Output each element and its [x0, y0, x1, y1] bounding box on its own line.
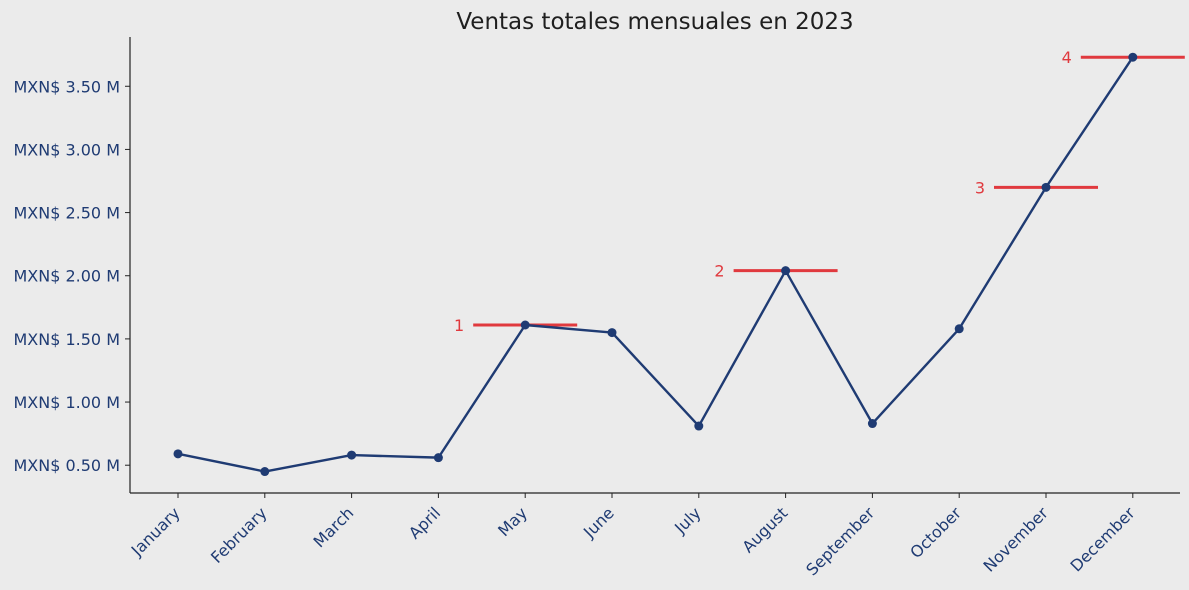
y-axis-ticks: MXN$ 0.50 M MXN$ 1.00 M MXN$ 1.50 M MXN$ 2.…	[13, 77, 130, 475]
series-line	[177, 56, 1134, 473]
x-tick-label: May	[494, 503, 531, 540]
data-point	[1128, 52, 1138, 62]
x-tick-label: December	[1067, 503, 1139, 575]
y-tick-label: MXN$ 3.00 M	[13, 140, 120, 159]
data-point	[781, 266, 791, 276]
data-point	[433, 453, 443, 463]
x-tick-label: July	[670, 503, 704, 537]
annotation-label: 2	[714, 262, 724, 281]
y-tick-label: MXN$ 2.50 M	[13, 204, 120, 223]
data-point	[173, 449, 183, 459]
x-tick-label: June	[579, 503, 618, 542]
x-tick-label: October	[906, 503, 965, 562]
data-point	[1041, 182, 1051, 192]
x-tick-label: August	[738, 503, 791, 556]
x-tick-label: January	[127, 503, 184, 560]
y-tick-label: MXN$ 1.50 M	[13, 330, 120, 349]
y-tick-label: MXN$ 1.00 M	[13, 393, 120, 412]
data-point	[607, 328, 617, 338]
y-tick-label: MXN$ 3.50 M	[13, 77, 120, 96]
x-tick-label: February	[207, 503, 271, 567]
x-tick-label: March	[309, 503, 357, 551]
y-tick-label: MXN$ 2.00 M	[13, 267, 120, 286]
data-point	[954, 324, 964, 334]
series-line-group	[173, 52, 1138, 477]
x-tick-label: April	[405, 503, 444, 542]
x-tick-label: November	[980, 503, 1053, 576]
data-point	[347, 450, 357, 460]
annotation-label: 3	[975, 178, 985, 197]
chart-title: Ventas totales mensuales en 2023	[456, 9, 853, 35]
annotation-label: 4	[1062, 48, 1072, 67]
chart-axes	[129, 37, 1180, 494]
annotation-label: 1	[454, 316, 464, 335]
data-point	[867, 419, 877, 429]
data-point	[520, 320, 530, 330]
data-point	[694, 421, 704, 431]
annotations: 1 2 3 4	[454, 48, 1185, 335]
x-tick-label: September	[802, 503, 878, 579]
data-point	[260, 467, 270, 477]
x-axis-ticks: January February March April May June July Augu…	[127, 493, 1139, 579]
y-tick-label: MXN$ 0.50 M	[13, 456, 120, 475]
